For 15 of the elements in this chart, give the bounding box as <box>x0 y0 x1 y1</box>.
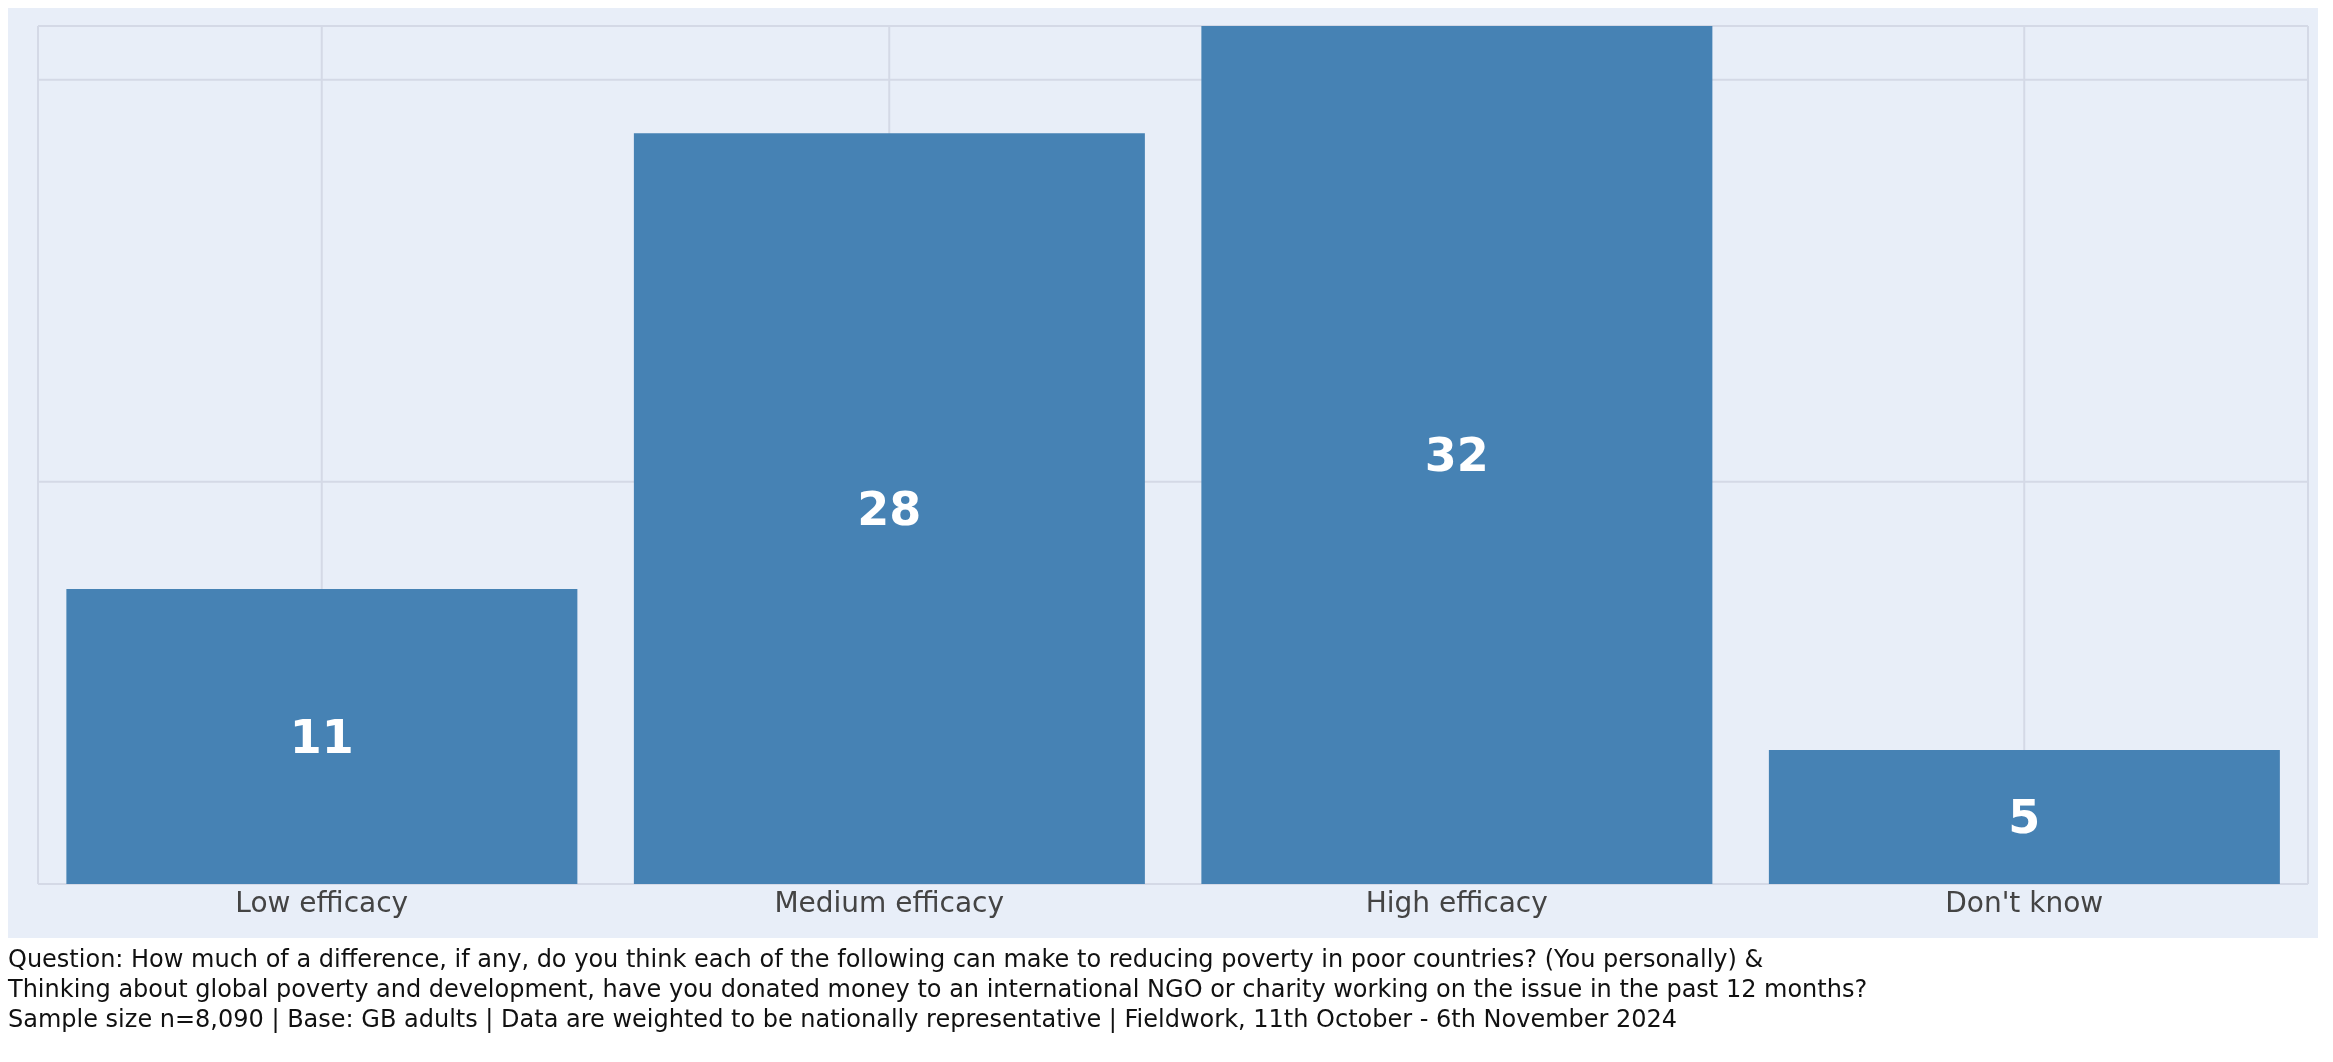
text: Question: How much of a difference, if any, do you think each of the following can make to reducing poverty in poor countries? (You personally) & <box>8 944 1765 974</box>
bar <box>1201 26 1713 884</box>
data-label: 11 <box>289 709 354 764</box>
bar <box>1768 749 2280 884</box>
bar <box>633 133 1145 884</box>
bar <box>66 589 578 884</box>
x-tick-label: Low efficacy <box>235 885 409 919</box>
text: Thinking about global poverty and development, have you donated money to an international NGO or charity working on the issue in the past 12 months? <box>8 974 1869 1004</box>
data-label: 28 <box>857 481 922 536</box>
text: Sample size n=8,090 | Base: GB adults | Data are weighted to be nationally representative | Fieldwork, 11th October - 6th November 2024 <box>8 1004 1679 1034</box>
data-label: 32 <box>1424 428 1489 483</box>
x-tick-label: High efficacy <box>1365 885 1548 919</box>
x-tick-label: Medium efficacy <box>774 885 1005 919</box>
x-tick-label: Don't know <box>1945 885 2104 919</box>
data-label: 5 <box>2008 790 2041 845</box>
